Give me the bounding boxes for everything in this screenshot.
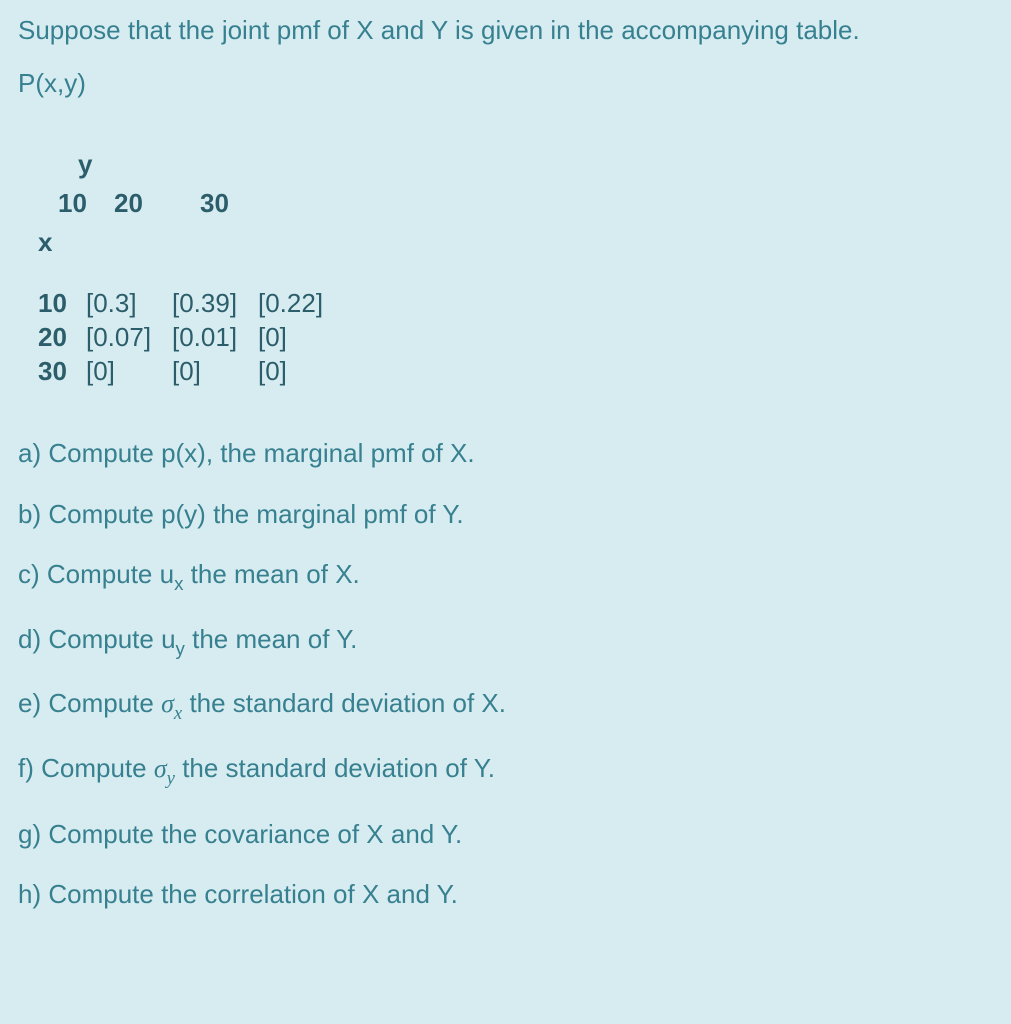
- y-axis-label: y: [78, 149, 993, 180]
- sigma-x: σ: [161, 689, 174, 718]
- q-c-post: the mean of X.: [183, 559, 359, 589]
- q-d-pre: d) Compute u: [18, 624, 176, 654]
- table-row: 30 [0] [0] [0]: [38, 356, 993, 387]
- intro-text: Suppose that the joint pmf of X and Y is…: [18, 12, 993, 48]
- col-header-3: 30: [200, 188, 286, 219]
- q-e-pre: e) Compute: [18, 688, 161, 718]
- cell-2-1: [0.07]: [86, 322, 172, 353]
- q-d-sub: y: [176, 638, 185, 659]
- cell-1-1: [0.3]: [86, 288, 172, 319]
- cell-2-3: [0]: [258, 322, 344, 353]
- x-axis-label: x: [38, 227, 86, 258]
- row-label-1: 10: [38, 288, 86, 319]
- table-row: 20 [0.07] [0.01] [0]: [38, 322, 993, 353]
- cell-3-2: [0]: [172, 356, 258, 387]
- column-headers: 10 20 30: [38, 188, 993, 219]
- row-label-3: 30: [38, 356, 86, 387]
- col-header-1: 10: [38, 188, 114, 219]
- q-d-post: the mean of Y.: [185, 624, 358, 654]
- table-row: 10 [0.3] [0.39] [0.22]: [38, 288, 993, 319]
- question-a: a) Compute p(x), the marginal pmf of X.: [18, 435, 993, 471]
- q-c-sub: x: [174, 573, 183, 594]
- question-f: f) Compute σy the standard deviation of …: [18, 750, 993, 791]
- q-e-sub: x: [174, 703, 182, 724]
- sigma-y: σ: [154, 754, 167, 783]
- q-e-post: the standard deviation of X.: [182, 688, 506, 718]
- col-header-2: 20: [114, 188, 200, 219]
- q-c-pre: c) Compute u: [18, 559, 174, 589]
- q-f-sub: y: [167, 768, 175, 789]
- row-label-2: 20: [38, 322, 86, 353]
- pxy-label: P(x,y): [18, 68, 993, 99]
- cell-3-3: [0]: [258, 356, 344, 387]
- cell-2-2: [0.01]: [172, 322, 258, 353]
- question-d: d) Compute uy the mean of Y.: [18, 621, 993, 661]
- question-e: e) Compute σx the standard deviation of …: [18, 685, 993, 726]
- pmf-table: y 10 20 30 x 10 [0.3] [0.39] [0.22] 20 […: [38, 149, 993, 387]
- question-g: g) Compute the covariance of X and Y.: [18, 816, 993, 852]
- cell-3-1: [0]: [86, 356, 172, 387]
- q-f-pre: f) Compute: [18, 753, 154, 783]
- question-b: b) Compute p(y) the marginal pmf of Y.: [18, 496, 993, 532]
- cell-1-2: [0.39]: [172, 288, 258, 319]
- q-f-post: the standard deviation of Y.: [175, 753, 495, 783]
- question-h: h) Compute the correlation of X and Y.: [18, 876, 993, 912]
- question-c: c) Compute ux the mean of X.: [18, 556, 993, 596]
- cell-1-3: [0.22]: [258, 288, 344, 319]
